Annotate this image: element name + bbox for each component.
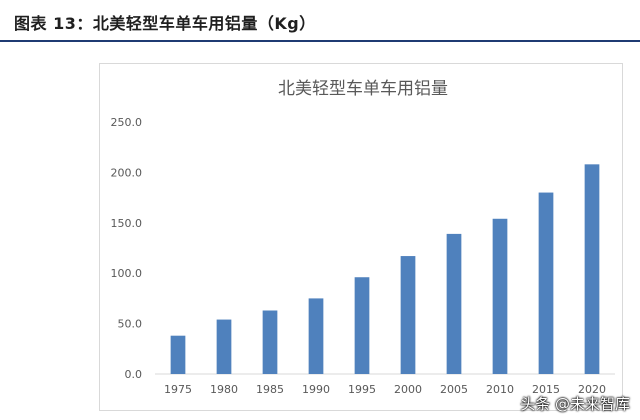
watermark: 头条 @未来智库 <box>520 395 630 413</box>
figure-title: 图表 13：北美轻型车单车用铝量（Kg） <box>14 14 316 33</box>
x-tick-label: 1975 <box>164 383 192 396</box>
bar-1995 <box>354 277 370 374</box>
y-tick-label: 200.0 <box>111 166 143 179</box>
bar-2010 <box>492 218 508 374</box>
bar-2000 <box>400 256 416 374</box>
bar-2005 <box>446 233 462 374</box>
x-tick-label: 2010 <box>486 383 514 396</box>
title-divider <box>0 40 640 42</box>
x-tick-label: 1980 <box>210 383 238 396</box>
bar-1980 <box>216 319 232 374</box>
bar-1990 <box>308 298 324 374</box>
x-tick-label: 1995 <box>348 383 376 396</box>
x-tick-label: 2000 <box>394 383 422 396</box>
x-tick-label: 2020 <box>578 383 606 396</box>
x-tick-label: 2015 <box>532 383 560 396</box>
y-tick-label: 250.0 <box>111 116 143 129</box>
x-tick-label: 1990 <box>302 383 330 396</box>
bar-2020 <box>584 164 600 374</box>
bar-1985 <box>262 310 278 374</box>
y-tick-label: 50.0 <box>118 318 143 331</box>
bar-2015 <box>538 192 554 374</box>
chart-frame: 北美轻型车单车用铝量 0.0 50.0 100.0 150.0 200.0 250.0 1… <box>99 63 623 411</box>
x-axis-ticks: 1975 1980 1985 1990 1995 2000 2005 2010 2015 2020 <box>164 383 606 396</box>
bar-chart: 北美轻型车单车用铝量 0.0 50.0 100.0 150.0 200.0 250.0 1… <box>111 79 615 396</box>
y-tick-label: 0.0 <box>125 368 143 381</box>
y-tick-label: 100.0 <box>111 267 143 280</box>
bars-group <box>170 164 600 374</box>
chart-title: 北美轻型车单车用铝量 <box>278 79 448 99</box>
y-axis-ticks: 0.0 50.0 100.0 150.0 200.0 250.0 <box>111 116 143 381</box>
bar-1975 <box>170 335 186 374</box>
x-tick-label: 2005 <box>440 383 468 396</box>
y-tick-label: 150.0 <box>111 217 143 230</box>
x-tick-label: 1985 <box>256 383 284 396</box>
